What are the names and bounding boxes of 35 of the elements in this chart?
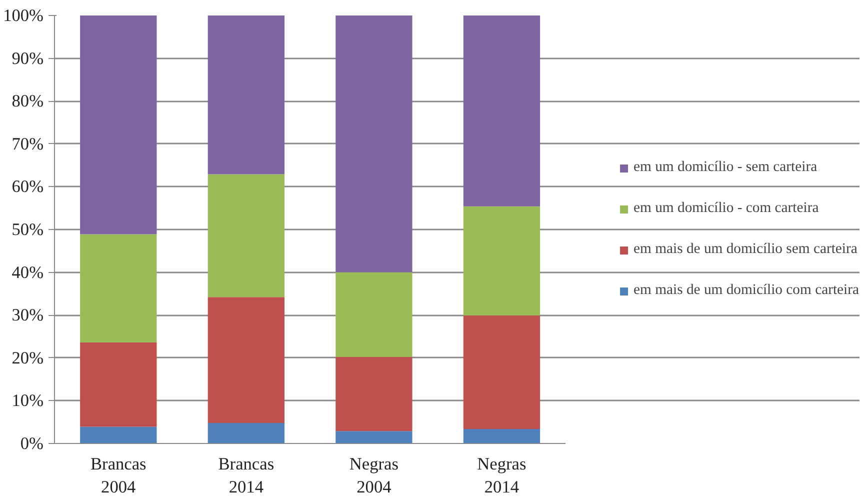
legend-label: em um domicílio - com carteira bbox=[634, 200, 819, 217]
bar bbox=[208, 16, 284, 174]
y-tick-label: 90% bbox=[12, 48, 44, 68]
y-tick-label: 10% bbox=[12, 391, 44, 410]
bar bbox=[463, 16, 540, 206]
bar bbox=[336, 357, 412, 432]
y-tick-label: 50% bbox=[12, 220, 44, 239]
bar bbox=[463, 206, 540, 316]
bar bbox=[208, 422, 284, 444]
bar bbox=[80, 234, 157, 342]
y-tick-label: 40% bbox=[12, 262, 44, 282]
bar bbox=[463, 428, 540, 444]
legend-label: em mais de um domicílio sem carteira bbox=[634, 241, 858, 258]
y-tick-label: 20% bbox=[12, 348, 44, 368]
bar bbox=[80, 342, 157, 427]
bar bbox=[336, 16, 412, 272]
y-tick-label: 0% bbox=[20, 434, 44, 453]
bar bbox=[336, 272, 412, 358]
bar bbox=[208, 297, 284, 423]
legend-label: em um domicílio - sem carteira bbox=[634, 159, 818, 176]
x-tick-label: Negras 2004 bbox=[349, 454, 399, 496]
x-tick-label: Brancas 2014 bbox=[218, 454, 274, 496]
bar bbox=[463, 316, 540, 429]
legend-label: em mais de um domicílio com carteira bbox=[634, 282, 859, 299]
bar bbox=[208, 174, 284, 298]
y-tick-label: 60% bbox=[12, 177, 44, 196]
bar bbox=[80, 426, 157, 444]
y-tick-label: 30% bbox=[12, 306, 44, 325]
y-tick-label: 70% bbox=[12, 134, 44, 154]
y-tick-label: 100% bbox=[3, 6, 44, 25]
x-tick-label: Brancas 2004 bbox=[90, 454, 147, 496]
x-tick-label: Negras 2014 bbox=[477, 454, 527, 496]
bar bbox=[336, 431, 412, 444]
bar bbox=[80, 16, 157, 234]
y-tick-label: 80% bbox=[12, 92, 44, 111]
